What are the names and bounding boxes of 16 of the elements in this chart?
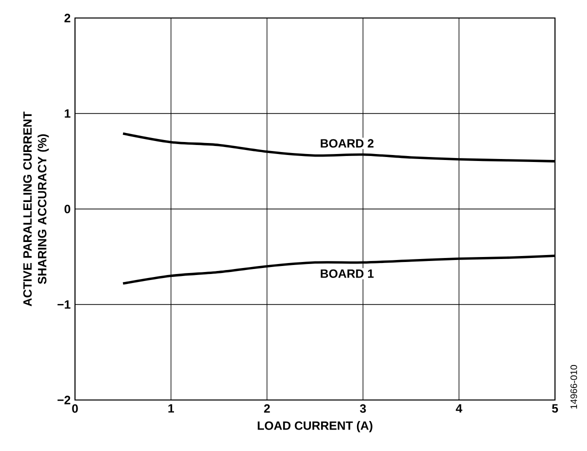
y-tick-label: −1 — [58, 300, 70, 309]
x-tick-label: 5 — [552, 404, 558, 413]
series-label: BOARD 2 — [320, 139, 374, 148]
x-tick-label: 2 — [264, 404, 270, 413]
x-tick-label: 3 — [360, 404, 366, 413]
text: 14966-010 — [570, 365, 578, 409]
y-tick-label: −2 — [58, 396, 70, 404]
series-label: BOARD 1 — [320, 269, 374, 278]
y-tick-label: 0 — [64, 204, 70, 214]
y-tick-label: 2 — [64, 14, 70, 22]
y-axis-title: ACTIVE PARALLELING CURRENT SHARING ACCURACY (%) — [23, 112, 49, 306]
x-tick-label: 4 — [456, 404, 462, 413]
x-tick-label: 1 — [168, 404, 174, 413]
x-axis-title: LOAD CURRENT (A) — [258, 421, 372, 432]
x-tick-label: 0 — [72, 404, 78, 413]
y-tick-label: 1 — [64, 109, 70, 118]
